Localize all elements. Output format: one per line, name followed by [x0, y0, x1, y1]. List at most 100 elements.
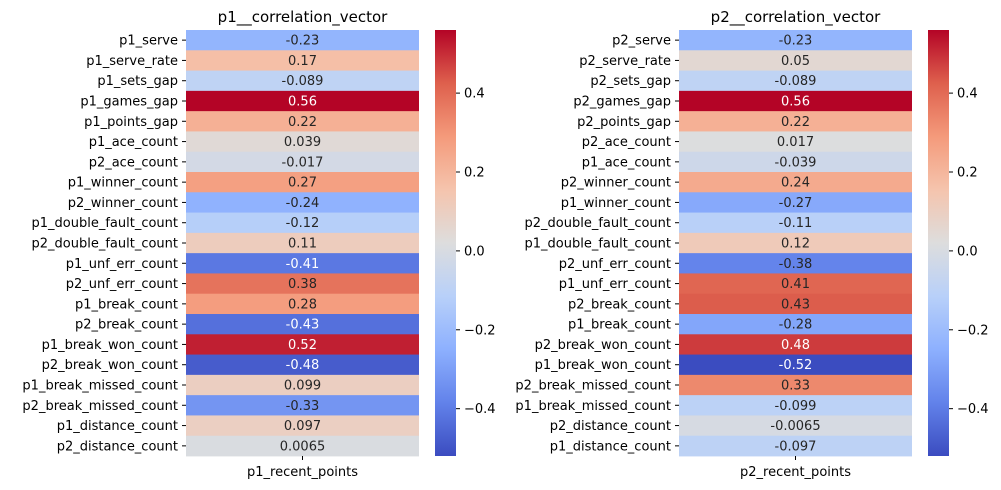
row-label: p1_unf_err_count	[559, 277, 671, 292]
heatmap-cell	[679, 111, 912, 132]
row-label: p2_unf_err_count	[66, 277, 178, 292]
row-label: p2_break_count	[568, 297, 671, 312]
colorbar-tick-label: 0.4	[957, 87, 978, 102]
heatmap-panel-2: p2__correlation_vector -0.23 p2_serve 0.05 p…	[515, 8, 988, 480]
row-label: p1_ace_count	[582, 155, 671, 170]
cell-value-label: 0.12	[781, 237, 810, 252]
colorbar-tick-label: 0.2	[464, 166, 485, 181]
colorbar-tick-label: 0.0	[957, 244, 978, 259]
cell-value-label: 0.48	[781, 338, 810, 353]
cell-value-label: -0.43	[286, 318, 320, 333]
cell-value-label: -0.11	[779, 216, 813, 231]
row-label: p2_serve	[612, 34, 671, 49]
cell-value-label: -0.28	[779, 318, 813, 333]
row-label: p2_break_missed_count	[515, 379, 671, 394]
row-label: p1_unf_err_count	[66, 257, 178, 272]
heatmap-cell	[679, 232, 912, 254]
row-label: p2_winner_count	[68, 196, 178, 211]
heatmap-cell	[186, 253, 419, 274]
cell-value-label: 0.27	[288, 176, 317, 191]
heatmap-cell	[679, 151, 912, 173]
heatmap-cell	[679, 314, 912, 335]
colorbar-tick-label: −0.2	[464, 323, 496, 338]
column-label: p2_recent_points	[740, 465, 851, 480]
cell-value-label: 0.017	[777, 135, 814, 150]
row-label: p2_break_missed_count	[22, 399, 178, 414]
heatmap-cell	[679, 192, 912, 213]
row-label: p2_points_gap	[577, 115, 671, 130]
heatmap-cell	[186, 70, 419, 92]
cell-value-label: -0.23	[286, 34, 320, 49]
heatmap-cell	[186, 212, 419, 234]
cell-value-label: 0.56	[288, 95, 317, 110]
heatmap-cell	[679, 354, 912, 376]
heatmap-cell	[186, 90, 419, 112]
row-label: p1_double_fault_count	[525, 237, 672, 252]
colorbar-gradient	[435, 30, 456, 456]
cell-value-label: 0.11	[288, 237, 317, 252]
colorbar-tick-label: 0.0	[464, 244, 485, 259]
cell-value-label: -0.12	[286, 216, 320, 231]
cell-value-label: -0.0065	[770, 419, 820, 434]
heatmap-cell	[679, 90, 912, 112]
row-label: p2_ace_count	[582, 135, 671, 150]
row-label: p1_double_fault_count	[32, 216, 179, 231]
row-label: p2_unf_err_count	[559, 257, 671, 272]
row-label: p2_games_gap	[573, 95, 671, 110]
row-label: p2_ace_count	[89, 155, 178, 170]
row-label: p1_break_won_count	[535, 358, 671, 373]
heatmap-cell	[186, 111, 419, 132]
heatmap-cell	[186, 395, 419, 416]
row-label: p2_sets_gap	[590, 74, 671, 89]
column-label: p1_recent_points	[247, 465, 358, 480]
colorbar-tick-label: −0.2	[957, 323, 989, 338]
row-label: p1_distance_count	[550, 439, 671, 454]
heatmap-cell	[186, 30, 419, 51]
cell-value-label: 0.38	[288, 277, 317, 292]
row-label: p1_winner_count	[561, 196, 671, 211]
row-label: p1_points_gap	[84, 115, 178, 130]
cell-value-label: -0.039	[775, 155, 817, 170]
cell-value-label: 0.33	[781, 379, 810, 394]
row-label: p2_break_won_count	[42, 358, 178, 373]
colorbar: 0.4 0.2 0.0 −0.2 −0.4	[928, 30, 989, 456]
heatmap-cell	[679, 50, 912, 71]
colorbar: 0.4 0.2 0.0 −0.2 −0.4	[435, 30, 496, 456]
cell-value-label: -0.017	[282, 155, 324, 170]
row-label: p2_winner_count	[561, 176, 671, 191]
cell-value-label: -0.089	[775, 74, 817, 89]
heatmap-cell	[186, 374, 419, 396]
cell-value-label: -0.23	[779, 34, 813, 49]
row-label: p1_ace_count	[89, 135, 178, 150]
cell-value-label: 0.039	[284, 135, 321, 150]
heatmap-cell	[679, 374, 912, 396]
cell-value-label: 0.41	[781, 277, 810, 292]
heatmap-panel-1: p1__correlation_vector -0.23 p1_serve 0.17 p…	[22, 8, 495, 480]
cell-value-label: 0.22	[781, 115, 810, 130]
row-label: p1_break_missed_count	[515, 399, 671, 414]
cell-value-label: -0.24	[286, 196, 320, 211]
heatmap-cell	[186, 50, 419, 71]
heatmap-cell	[186, 131, 419, 153]
colorbar-tick-label: −0.4	[957, 402, 989, 417]
row-label: p2_double_fault_count	[32, 237, 179, 252]
cell-value-label: 0.22	[288, 115, 317, 130]
cell-value-label: -0.33	[286, 399, 320, 414]
heatmap-cell	[679, 172, 912, 193]
heatmap-cell	[186, 232, 419, 254]
cell-value-label: 0.28	[288, 297, 317, 312]
heatmap-cell	[679, 334, 912, 355]
row-label: p1_break_missed_count	[22, 379, 178, 394]
colorbar-tick-label: 0.2	[957, 166, 978, 181]
heatmap-cell	[186, 334, 419, 355]
heatmap-cell	[186, 293, 419, 315]
cell-value-label: 0.56	[781, 95, 810, 110]
cell-value-label: 0.52	[288, 338, 317, 353]
heatmap-cell	[186, 354, 419, 376]
heatmap-cell	[679, 435, 912, 457]
cell-value-label: 0.24	[781, 176, 810, 191]
row-label: p1_games_gap	[80, 95, 178, 110]
heatmap-cell	[679, 70, 912, 92]
cell-value-label: 0.0065	[280, 439, 326, 454]
